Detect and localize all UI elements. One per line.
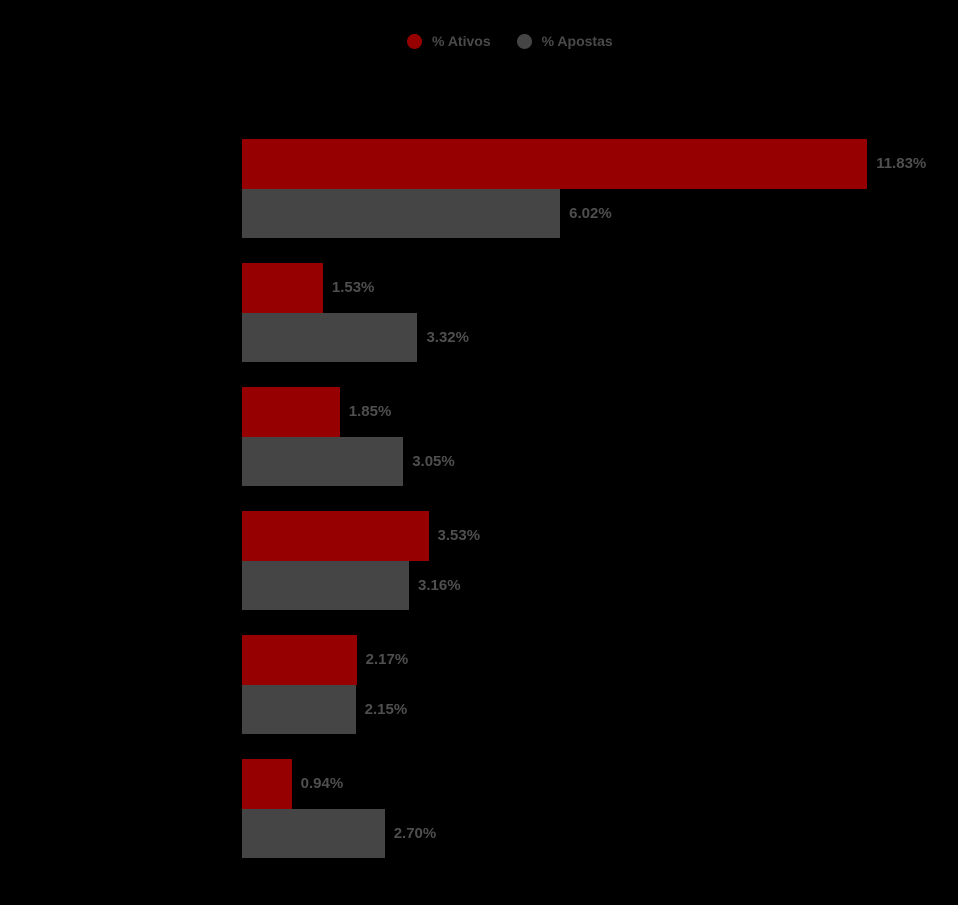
legend-label-apostas: % Apostas — [541, 33, 613, 49]
bar-value-label: 3.53% — [437, 527, 481, 545]
bar-apostas[interactable] — [242, 188, 561, 238]
bar-ativos[interactable] — [242, 759, 292, 809]
bar-value-label: 2.70% — [393, 824, 437, 842]
bar-value-label: 3.32% — [426, 328, 469, 346]
bar-group: 3.53% 3.16% — [242, 511, 926, 610]
bar-ativos[interactable] — [242, 635, 357, 685]
bar-row-ativos: 2.17% — [242, 635, 926, 685]
bar-value-label: 6.02% — [569, 204, 612, 222]
bar-group: 11.83% 6.02% — [242, 139, 926, 238]
bar-value-label: 11.83% — [876, 155, 927, 173]
bar-apostas[interactable] — [242, 808, 385, 858]
bar-group: 1.53% 3.32% — [242, 263, 926, 362]
bar-row-ativos: 1.85% — [242, 387, 926, 437]
bar-value-label: 0.94% — [300, 775, 344, 793]
legend-label-ativos: % Ativos — [432, 33, 491, 49]
bar-ativos[interactable] — [242, 263, 323, 313]
bar-value-label: 1.53% — [331, 279, 375, 297]
bar-value-label: 1.85% — [348, 403, 392, 421]
bar-value-label: 3.16% — [418, 576, 461, 594]
chart-legend: % Ativos % Apostas — [407, 33, 613, 49]
legend-item-apostas[interactable]: % Apostas — [516, 33, 613, 49]
bar-row-apostas: 3.16% — [242, 560, 926, 610]
bar-apostas[interactable] — [242, 312, 418, 362]
bar-ativos[interactable] — [242, 511, 429, 561]
bar-group: 0.94% 2.70% — [242, 759, 926, 858]
legend-dot-apostas-icon — [516, 33, 532, 49]
bar-group: 1.85% 3.05% — [242, 387, 926, 486]
bar-chart: 11.83% 6.02% 1.53% 3.32% 1.85% 3.05% 3.53% 3.16… — [242, 139, 926, 858]
bar-value-label: 3.05% — [412, 452, 455, 470]
bar-ativos[interactable] — [242, 387, 340, 437]
bar-apostas[interactable] — [242, 436, 404, 486]
bar-group: 2.17% 2.15% — [242, 635, 926, 734]
bar-row-apostas: 2.70% — [242, 808, 926, 858]
bar-value-label: 2.17% — [365, 651, 409, 669]
legend-dot-ativos-icon — [407, 33, 422, 49]
bar-row-apostas: 6.02% — [242, 188, 926, 238]
bar-row-ativos: 11.83% — [242, 139, 926, 189]
bar-row-apostas: 3.05% — [242, 436, 926, 486]
bar-row-apostas: 3.32% — [242, 312, 926, 362]
bar-row-ativos: 1.53% — [242, 263, 926, 313]
bar-row-ativos: 3.53% — [242, 511, 926, 561]
bar-apostas[interactable] — [242, 684, 356, 734]
bar-apostas[interactable] — [242, 560, 409, 610]
bar-value-label: 2.15% — [364, 700, 408, 718]
legend-item-ativos[interactable]: % Ativos — [407, 33, 491, 49]
bar-row-ativos: 0.94% — [242, 759, 926, 809]
bar-row-apostas: 2.15% — [242, 684, 926, 734]
bar-ativos[interactable] — [242, 139, 868, 189]
